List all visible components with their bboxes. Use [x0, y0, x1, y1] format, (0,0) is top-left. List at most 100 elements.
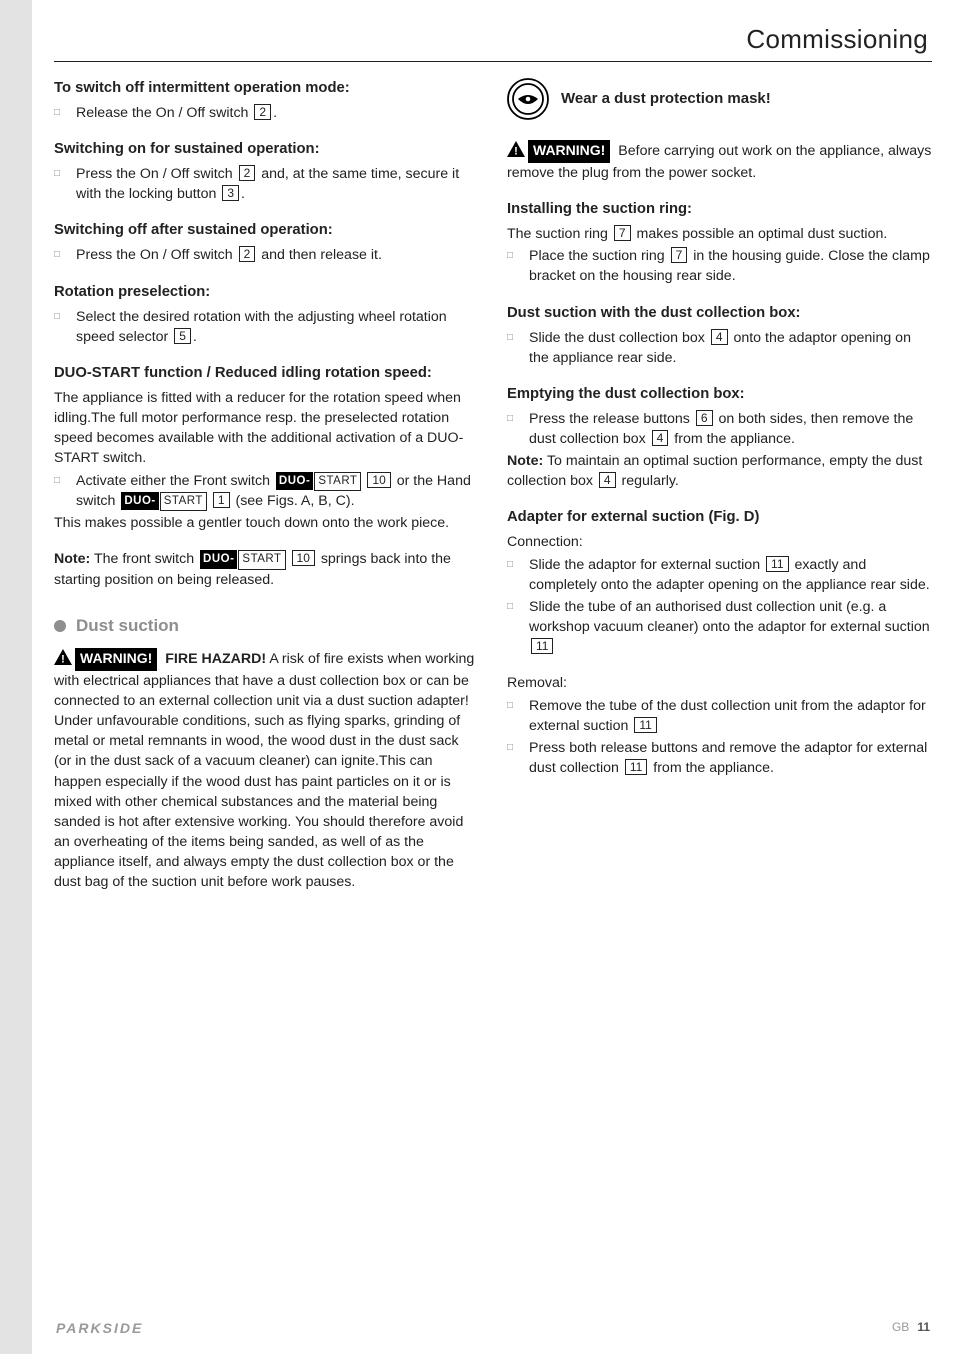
text: from the appliance. — [670, 431, 795, 447]
heading-dust-suction-box: Dust suction with the dust collection bo… — [507, 303, 932, 324]
duo-badge: DUO- — [121, 492, 158, 510]
ref-num: 10 — [367, 472, 390, 488]
bullet-icon: □ — [54, 307, 64, 347]
paragraph: The suction ring 7 makes possible an opt… — [507, 224, 932, 244]
section-heading-dust-suction: Dust suction — [54, 614, 479, 638]
warning-badge: WARNING! — [528, 140, 610, 163]
country-code: GB — [892, 1320, 909, 1334]
list-item: □ Remove the tube of the dust collection… — [507, 696, 932, 736]
ref-num: 7 — [671, 247, 688, 263]
list-item: □ Press both release buttons and remove … — [507, 738, 932, 778]
text: Slide the adaptor for external suction — [529, 557, 764, 573]
bullet-icon: □ — [507, 409, 517, 449]
text: A risk of fire exists when working with … — [54, 651, 474, 890]
list-item: □ Activate either the Front switch DUO-S… — [54, 471, 479, 512]
bullet-icon: □ — [507, 328, 517, 368]
text: . — [193, 329, 197, 345]
warning-triangle-icon: ! — [507, 141, 525, 157]
text: The front switch — [90, 551, 198, 567]
text: Slide the tube of an authorised dust col… — [529, 599, 930, 635]
ref-num: 7 — [614, 225, 631, 241]
section-title: Dust suction — [76, 614, 179, 638]
text: Press the release buttons — [529, 411, 694, 427]
text: . — [241, 186, 245, 202]
text: Select the desired rotation with the adj… — [76, 309, 447, 345]
heading-duo-start: DUO-START function / Reduced idling rota… — [54, 363, 479, 384]
ref-num: 2 — [239, 246, 256, 262]
bullet-text: Slide the dust collection box 4 onto the… — [529, 328, 932, 368]
ref-num: 3 — [222, 185, 239, 201]
ref-num: 1 — [213, 492, 230, 508]
list-item: □ Slide the dust collection box 4 onto t… — [507, 328, 932, 368]
start-badge: START — [238, 550, 285, 569]
list-item: □ Slide the tube of an authorised dust c… — [507, 597, 932, 657]
ref-num: 2 — [254, 104, 271, 120]
note-lead: Note: — [54, 551, 90, 567]
start-badge: START — [160, 492, 207, 511]
bullet-text: Remove the tube of the dust collection u… — [529, 696, 932, 736]
ref-num: 4 — [652, 430, 669, 446]
dust-mask-text: Wear a dust protection mask! — [561, 88, 771, 109]
svg-text:!: ! — [61, 653, 65, 665]
bullet-text: Press the release buttons 6 on both side… — [529, 409, 932, 449]
page-header: Commissioning — [54, 20, 932, 62]
left-column: To switch off intermittent operation mod… — [54, 78, 479, 1354]
ref-num: 11 — [625, 759, 647, 775]
ref-num: 5 — [174, 328, 191, 344]
note-lead: Note: — [507, 453, 543, 469]
note-paragraph: Note: The front switch DUO-START 10 spri… — [54, 549, 479, 589]
list-item: □ Slide the adaptor for external suction… — [507, 555, 932, 595]
heading-adapter-external: Adapter for external suction (Fig. D) — [507, 507, 932, 528]
list-item: □ Press the release buttons 6 on both si… — [507, 409, 932, 449]
bullet-icon: □ — [54, 471, 64, 512]
heading-switch-on-sustained: Switching on for sustained operation: — [54, 139, 479, 160]
page-content: Commissioning To switch off intermittent… — [32, 0, 954, 1354]
ref-num: 4 — [599, 472, 616, 488]
text: (see Figs. A, B, C). — [232, 493, 355, 509]
text: Place the suction ring — [529, 248, 669, 264]
text: regularly. — [618, 473, 679, 489]
bullet-icon: □ — [54, 164, 64, 204]
bullet-icon: □ — [507, 738, 517, 778]
section-dot-icon — [54, 620, 66, 632]
ref-num: 2 — [239, 165, 256, 181]
text: To maintain an optimal suction performan… — [507, 453, 922, 489]
svg-text:!: ! — [514, 146, 518, 158]
bullet-icon: □ — [507, 597, 517, 657]
bullet-text: Select the desired rotation with the adj… — [76, 307, 479, 347]
ref-num: 4 — [711, 329, 728, 345]
ref-num: 6 — [696, 410, 713, 426]
text: and then release it. — [257, 247, 382, 263]
text: Slide the dust collection box — [529, 330, 709, 346]
text: Press the On / Off switch — [76, 166, 237, 182]
bullet-text: Slide the adaptor for external suction 1… — [529, 555, 932, 595]
list-item: □ Select the desired rotation with the a… — [54, 307, 479, 347]
two-column-layout: To switch off intermittent operation mod… — [54, 78, 932, 1354]
connection-label: Connection: — [507, 532, 932, 552]
bullet-icon: □ — [54, 103, 64, 123]
removal-label: Removal: — [507, 673, 932, 693]
fire-hazard-paragraph: ! WARNING! FIRE HAZARD! A risk of fire e… — [54, 648, 479, 893]
bullet-text: Place the suction ring 7 in the housing … — [529, 246, 932, 286]
bullet-text: Slide the tube of an authorised dust col… — [529, 597, 932, 657]
heading-rotation-preselection: Rotation preselection: — [54, 282, 479, 303]
duo-badge: DUO- — [200, 550, 237, 568]
paragraph: This makes possible a gentler touch down… — [54, 513, 479, 533]
warning-triangle-icon: ! — [54, 649, 72, 665]
bullet-icon: □ — [54, 245, 64, 265]
text: Release the On / Off switch — [76, 105, 252, 121]
heading-emptying-box: Emptying the dust collection box: — [507, 384, 932, 405]
dust-mask-icon — [507, 78, 549, 120]
right-column: Wear a dust protection mask! ! WARNING! … — [507, 78, 932, 1354]
bullet-text: Release the On / Off switch 2. — [76, 103, 479, 123]
paragraph: The appliance is fitted with a reducer f… — [54, 388, 479, 469]
ref-num: 11 — [766, 556, 788, 572]
bullet-text: Press both release buttons and remove th… — [529, 738, 932, 778]
list-item: □ Release the On / Off switch 2. — [54, 103, 479, 123]
dust-mask-callout: Wear a dust protection mask! — [507, 78, 932, 120]
list-item: □ Press the On / Off switch 2 and, at th… — [54, 164, 479, 204]
heading-install-suction-ring: Installing the suction ring: — [507, 199, 932, 220]
ref-num: 10 — [292, 550, 315, 566]
page-number: GB 11 — [892, 1320, 930, 1336]
page-num: 11 — [917, 1320, 930, 1334]
